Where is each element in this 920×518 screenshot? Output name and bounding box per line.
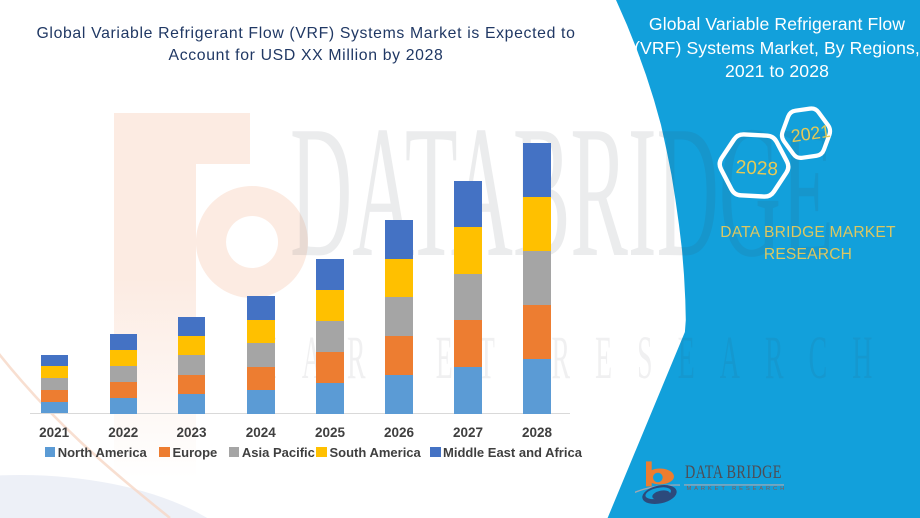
svg-text:2028: 2028 (735, 157, 778, 180)
